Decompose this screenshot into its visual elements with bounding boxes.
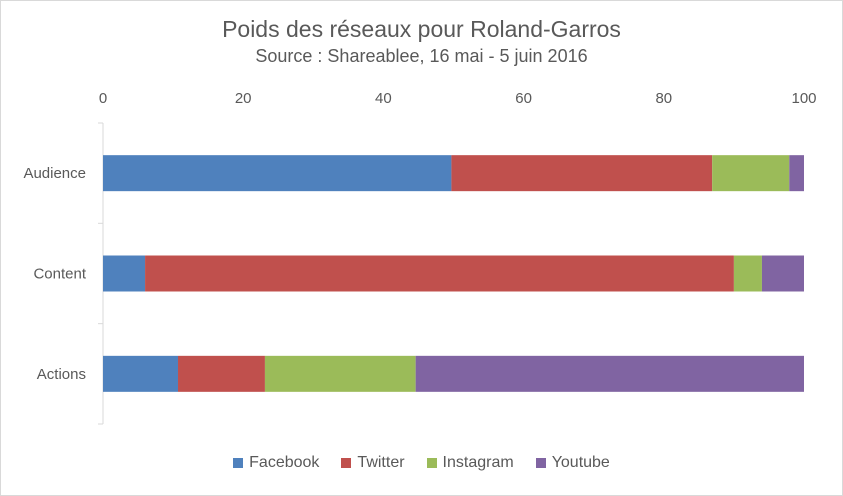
- legend-label: Facebook: [249, 454, 320, 471]
- bar-facebook-actions: [103, 355, 179, 392]
- x-tick-label: 0: [99, 90, 107, 107]
- y-tick-label: Audience: [23, 165, 86, 182]
- bar-instagram-audience: [712, 155, 790, 192]
- bar-facebook-content: [103, 255, 146, 292]
- x-tick-label: 60: [515, 90, 532, 107]
- legend-label: Twitter: [357, 454, 405, 471]
- legend-swatch: [233, 458, 244, 468]
- legend-swatch: [341, 458, 352, 468]
- chart-title: Poids des réseaux pour Roland-Garros: [222, 16, 621, 42]
- legend-label: Instagram: [442, 454, 514, 471]
- legend-swatch: [426, 458, 437, 468]
- chart-legend: Facebook Twitter Instagram Youtube: [0, 454, 843, 472]
- bar-youtube-audience: [789, 155, 804, 192]
- x-tick-label: 20: [235, 90, 252, 107]
- bar-youtube-content: [761, 255, 804, 292]
- legend-label: Youtube: [551, 454, 610, 471]
- bar-facebook-audience: [103, 155, 452, 192]
- legend-item-youtube: Youtube: [535, 454, 610, 472]
- bar-twitter-audience: [451, 155, 713, 192]
- y-tick-label: Content: [33, 266, 86, 283]
- bar-instagram-content: [733, 255, 762, 292]
- bar-twitter-actions: [178, 355, 265, 392]
- x-tick-label: 80: [655, 90, 672, 107]
- legend-item-facebook: Facebook: [233, 454, 319, 472]
- bar-youtube-actions: [415, 355, 804, 392]
- x-tick-label: 100: [791, 90, 816, 107]
- legend-swatch: [535, 458, 546, 468]
- x-tick-label: 40: [375, 90, 392, 107]
- legend-item-twitter: Twitter: [341, 454, 405, 472]
- bar-twitter-content: [145, 255, 734, 292]
- chart-subtitle: Source : Shareablee, 16 mai - 5 juin 201…: [255, 46, 588, 66]
- legend-item-instagram: Instagram: [426, 454, 514, 472]
- bar-instagram-actions: [264, 355, 416, 392]
- y-tick-label: Actions: [37, 366, 86, 383]
